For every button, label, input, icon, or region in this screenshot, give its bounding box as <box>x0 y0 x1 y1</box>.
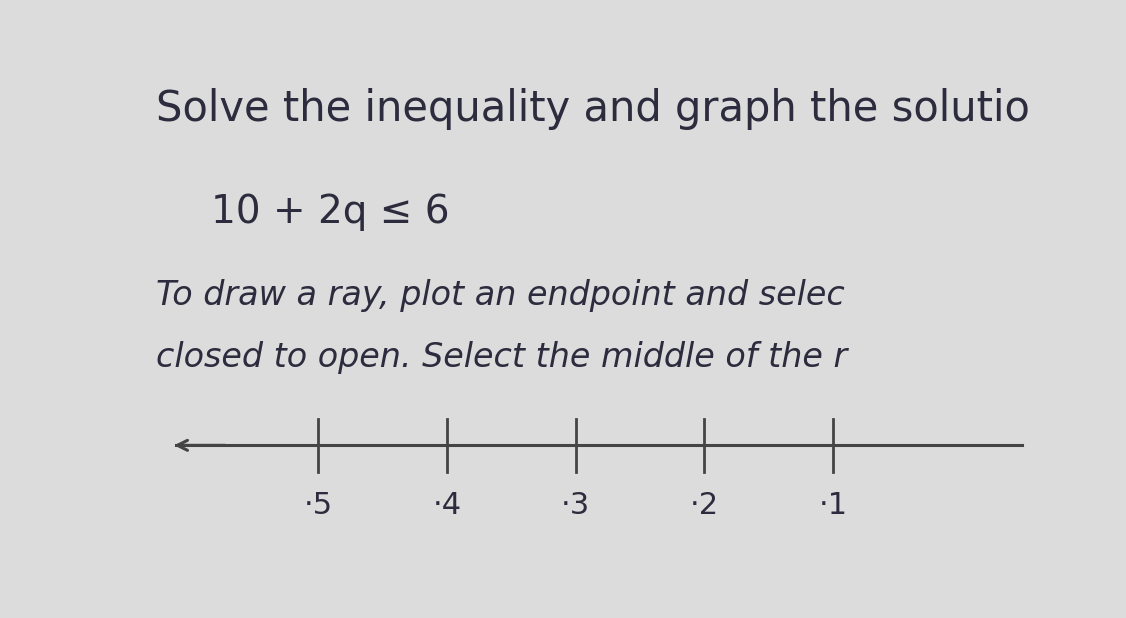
Text: ⋅3: ⋅3 <box>561 491 590 520</box>
Text: ⋅2: ⋅2 <box>690 491 720 520</box>
Text: To draw a ray, plot an endpoint and selec: To draw a ray, plot an endpoint and sele… <box>157 279 846 311</box>
Text: ⋅4: ⋅4 <box>432 491 462 520</box>
Text: closed to open. Select the middle of the r: closed to open. Select the middle of the… <box>157 341 848 374</box>
Text: 10 + 2q ≤ 6: 10 + 2q ≤ 6 <box>211 193 449 231</box>
Text: Solve the inequality and graph the solutio: Solve the inequality and graph the solut… <box>157 88 1030 130</box>
Text: ⋅5: ⋅5 <box>304 491 332 520</box>
Text: ⋅1: ⋅1 <box>819 491 848 520</box>
